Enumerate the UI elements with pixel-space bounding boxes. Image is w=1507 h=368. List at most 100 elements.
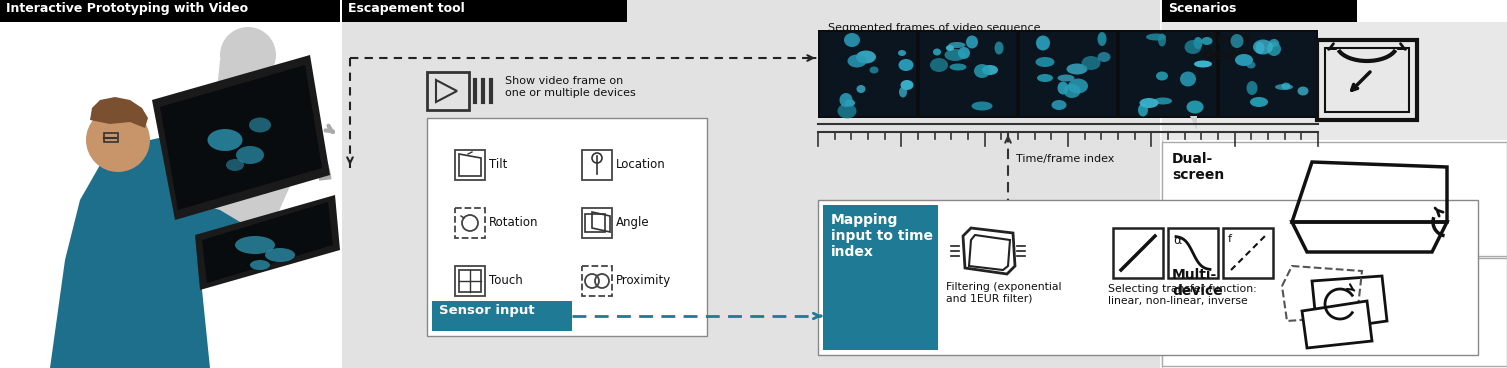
FancyBboxPatch shape bbox=[1162, 22, 1507, 140]
Ellipse shape bbox=[901, 80, 913, 90]
Polygon shape bbox=[194, 195, 341, 290]
FancyBboxPatch shape bbox=[818, 30, 1319, 118]
Ellipse shape bbox=[1156, 71, 1168, 81]
Ellipse shape bbox=[1082, 56, 1100, 70]
Ellipse shape bbox=[983, 65, 998, 75]
Ellipse shape bbox=[933, 49, 940, 56]
FancyBboxPatch shape bbox=[1114, 228, 1163, 278]
Ellipse shape bbox=[1058, 81, 1068, 95]
Polygon shape bbox=[152, 55, 330, 220]
Ellipse shape bbox=[974, 64, 990, 78]
Ellipse shape bbox=[250, 260, 270, 270]
Text: Angle: Angle bbox=[616, 216, 650, 229]
Ellipse shape bbox=[1249, 97, 1267, 107]
Ellipse shape bbox=[1246, 61, 1255, 68]
Text: Multi-
device: Multi- device bbox=[1172, 268, 1222, 298]
FancyBboxPatch shape bbox=[342, 0, 627, 22]
FancyBboxPatch shape bbox=[0, 0, 341, 22]
Ellipse shape bbox=[1154, 98, 1172, 105]
FancyBboxPatch shape bbox=[1168, 228, 1218, 278]
Ellipse shape bbox=[1068, 78, 1088, 93]
FancyBboxPatch shape bbox=[1221, 32, 1316, 116]
Ellipse shape bbox=[972, 102, 993, 110]
Text: Scenarios: Scenarios bbox=[1168, 2, 1236, 15]
Ellipse shape bbox=[226, 159, 244, 171]
FancyBboxPatch shape bbox=[433, 301, 573, 331]
Ellipse shape bbox=[949, 64, 966, 71]
Ellipse shape bbox=[995, 42, 1004, 54]
Text: Interactive Prototyping with Video: Interactive Prototyping with Video bbox=[6, 2, 249, 15]
Ellipse shape bbox=[839, 93, 853, 107]
Ellipse shape bbox=[1037, 74, 1053, 82]
Ellipse shape bbox=[1246, 81, 1257, 95]
Ellipse shape bbox=[1236, 54, 1252, 66]
FancyBboxPatch shape bbox=[1162, 258, 1507, 366]
Text: Show video frame on
one or multiple devices: Show video frame on one or multiple devi… bbox=[505, 76, 636, 98]
Polygon shape bbox=[185, 200, 246, 250]
Text: Touch: Touch bbox=[488, 274, 523, 287]
FancyBboxPatch shape bbox=[1162, 0, 1356, 22]
Ellipse shape bbox=[1281, 82, 1290, 89]
Ellipse shape bbox=[1139, 98, 1159, 108]
Ellipse shape bbox=[208, 129, 243, 151]
Ellipse shape bbox=[1058, 74, 1074, 81]
Ellipse shape bbox=[1035, 57, 1055, 67]
Ellipse shape bbox=[1186, 100, 1204, 113]
FancyBboxPatch shape bbox=[818, 200, 1478, 355]
Ellipse shape bbox=[1185, 40, 1201, 54]
Text: Selecting transfer function:
linear, non-linear, inverse: Selecting transfer function: linear, non… bbox=[1108, 284, 1257, 305]
Ellipse shape bbox=[1269, 39, 1279, 47]
Ellipse shape bbox=[1180, 71, 1197, 86]
Ellipse shape bbox=[898, 59, 913, 71]
Text: Sensor input: Sensor input bbox=[439, 304, 535, 317]
Polygon shape bbox=[969, 235, 1010, 270]
Polygon shape bbox=[209, 60, 295, 240]
Ellipse shape bbox=[1067, 64, 1088, 74]
Ellipse shape bbox=[1145, 33, 1166, 40]
Circle shape bbox=[220, 27, 276, 83]
Polygon shape bbox=[202, 202, 333, 283]
Ellipse shape bbox=[930, 58, 948, 72]
Ellipse shape bbox=[1157, 33, 1166, 46]
Ellipse shape bbox=[870, 67, 879, 74]
Text: Segmented frames of video sequence: Segmented frames of video sequence bbox=[827, 23, 1040, 33]
FancyBboxPatch shape bbox=[823, 205, 937, 350]
Ellipse shape bbox=[1097, 52, 1111, 62]
Polygon shape bbox=[50, 150, 209, 368]
Ellipse shape bbox=[1035, 35, 1050, 50]
Polygon shape bbox=[130, 130, 200, 170]
FancyBboxPatch shape bbox=[426, 118, 707, 336]
Ellipse shape bbox=[249, 117, 271, 132]
FancyBboxPatch shape bbox=[1120, 32, 1216, 116]
Ellipse shape bbox=[1064, 84, 1081, 98]
Ellipse shape bbox=[946, 45, 954, 51]
Polygon shape bbox=[1302, 301, 1371, 348]
Ellipse shape bbox=[856, 85, 865, 93]
Text: α: α bbox=[1172, 234, 1181, 247]
Ellipse shape bbox=[1231, 34, 1243, 48]
Ellipse shape bbox=[945, 49, 966, 61]
Ellipse shape bbox=[958, 47, 971, 59]
Ellipse shape bbox=[237, 146, 264, 164]
Text: Time/frame index: Time/frame index bbox=[1016, 154, 1114, 164]
Text: Single
device: Single device bbox=[1203, 32, 1252, 62]
Ellipse shape bbox=[235, 236, 274, 254]
Text: Escapement tool: Escapement tool bbox=[348, 2, 464, 15]
Text: Location: Location bbox=[616, 158, 666, 171]
Ellipse shape bbox=[1252, 39, 1273, 54]
Ellipse shape bbox=[856, 50, 876, 64]
FancyBboxPatch shape bbox=[1162, 0, 1507, 368]
Ellipse shape bbox=[1201, 37, 1213, 45]
Ellipse shape bbox=[838, 103, 856, 118]
FancyBboxPatch shape bbox=[1020, 32, 1117, 116]
FancyBboxPatch shape bbox=[820, 32, 916, 116]
Ellipse shape bbox=[1138, 103, 1148, 117]
Ellipse shape bbox=[900, 86, 907, 98]
Ellipse shape bbox=[1298, 86, 1308, 96]
Ellipse shape bbox=[898, 50, 906, 56]
FancyBboxPatch shape bbox=[919, 32, 1016, 116]
Polygon shape bbox=[1172, 32, 1197, 130]
FancyBboxPatch shape bbox=[1162, 142, 1507, 256]
Text: f: f bbox=[1228, 234, 1233, 244]
FancyBboxPatch shape bbox=[342, 0, 1160, 368]
